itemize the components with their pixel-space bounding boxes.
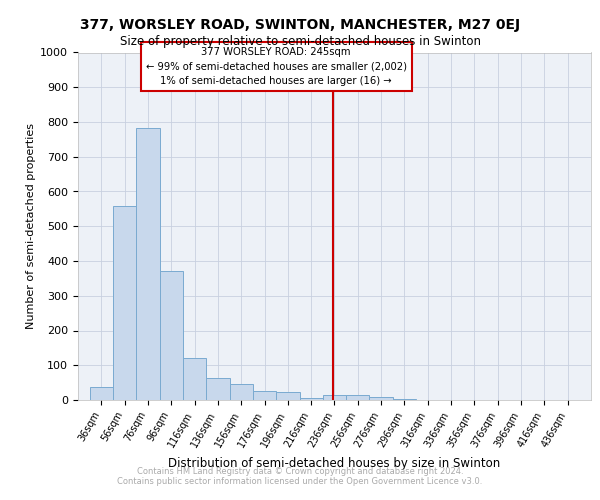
Text: Contains public sector information licensed under the Open Government Licence v3: Contains public sector information licen… — [118, 477, 482, 486]
Bar — [299, 398, 323, 400]
Y-axis label: Number of semi-detached properties: Number of semi-detached properties — [26, 123, 36, 329]
Bar — [393, 399, 416, 400]
Bar — [370, 397, 393, 400]
Bar — [253, 392, 276, 400]
Text: Contains HM Land Registry data © Crown copyright and database right 2024.: Contains HM Land Registry data © Crown c… — [137, 467, 463, 476]
X-axis label: Distribution of semi-detached houses by size in Swinton: Distribution of semi-detached houses by … — [169, 457, 500, 470]
Bar — [206, 378, 230, 400]
Bar — [346, 396, 370, 400]
Bar — [113, 206, 136, 400]
Bar — [136, 128, 160, 400]
Bar — [230, 384, 253, 400]
Bar — [160, 272, 183, 400]
Text: Size of property relative to semi-detached houses in Swinton: Size of property relative to semi-detach… — [119, 35, 481, 48]
Bar — [89, 387, 113, 400]
Bar — [276, 392, 299, 400]
Bar — [323, 396, 346, 400]
Text: 377 WORSLEY ROAD: 245sqm
← 99% of semi-detached houses are smaller (2,002)
1% of: 377 WORSLEY ROAD: 245sqm ← 99% of semi-d… — [146, 46, 407, 86]
Bar — [183, 358, 206, 400]
Text: 377, WORSLEY ROAD, SWINTON, MANCHESTER, M27 0EJ: 377, WORSLEY ROAD, SWINTON, MANCHESTER, … — [80, 18, 520, 32]
